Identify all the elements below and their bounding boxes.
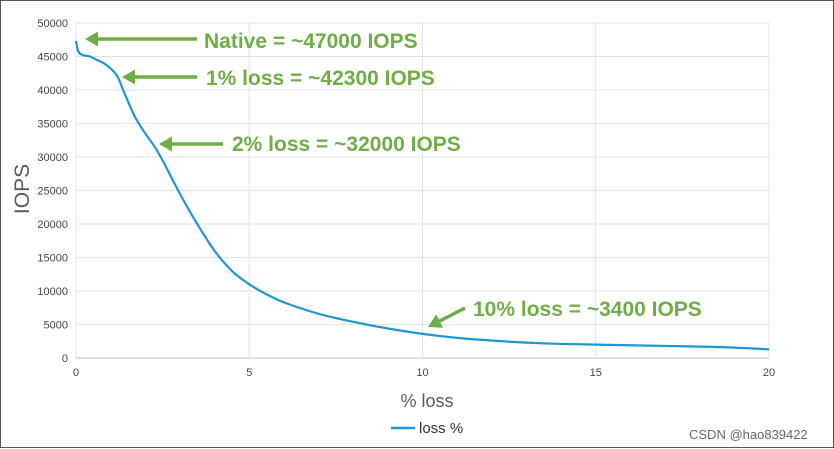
x-tick-label: 20 xyxy=(763,367,775,379)
x-tick-label: 10 xyxy=(416,367,428,379)
y-tick-label: 30000 xyxy=(37,152,68,164)
y-tick-label: 5000 xyxy=(44,320,68,332)
series-group xyxy=(74,40,770,351)
annotation: 2% loss = ~32000 IOPS xyxy=(159,133,461,156)
y-tick-label: 40000 xyxy=(37,85,68,97)
y-tick-label: 45000 xyxy=(37,52,68,64)
annotation-label: 2% loss = ~32000 IOPS xyxy=(232,133,461,156)
annotation-arrow-head xyxy=(85,31,98,47)
annotations-group: Native = ~47000 IOPS 1% loss = ~42300 IOP… xyxy=(85,30,702,328)
y-tick-label: 10000 xyxy=(37,286,68,298)
y-tick-label: 35000 xyxy=(37,119,68,131)
x-tick-label: 0 xyxy=(73,367,79,379)
annotation-arrow-shaft xyxy=(438,306,466,323)
annotation-arrow-head xyxy=(428,314,443,328)
grid-lines xyxy=(75,22,770,359)
annotation: 1% loss = ~42300 IOPS xyxy=(122,67,435,90)
annotation: 10% loss = ~3400 IOPS xyxy=(428,298,702,328)
y-tick-label: 0 xyxy=(62,353,68,365)
y-tick-label: 25000 xyxy=(37,186,68,198)
watermark: CSDN @hao839422 xyxy=(689,427,808,442)
x-tick-label: 15 xyxy=(590,367,602,379)
x-tick-label: 5 xyxy=(246,367,252,379)
x-axis-label: % loss xyxy=(400,391,453,411)
annotation-arrow-head xyxy=(159,136,172,152)
x-tick-labels: 0 5 10 15 20 xyxy=(73,367,775,379)
annotation-label: 10% loss = ~3400 IOPS xyxy=(473,298,702,321)
annotation-label: Native = ~47000 IOPS xyxy=(204,30,418,53)
y-tick-labels: 0 5000 10000 15000 20000 25000 30000 35000 40000… xyxy=(37,18,68,365)
series-line xyxy=(74,40,770,351)
y-tick-label: 20000 xyxy=(37,219,68,231)
y-tick-label: 50000 xyxy=(37,18,68,30)
y-tick-label: 15000 xyxy=(37,253,68,265)
legend: loss % xyxy=(391,420,463,437)
annotation: Native = ~47000 IOPS xyxy=(85,30,418,53)
annotation-label: 1% loss = ~42300 IOPS xyxy=(206,67,435,90)
annotation-arrow-head xyxy=(122,69,135,85)
y-axis-label: IOPS xyxy=(11,164,34,214)
legend-label: loss % xyxy=(419,420,463,437)
